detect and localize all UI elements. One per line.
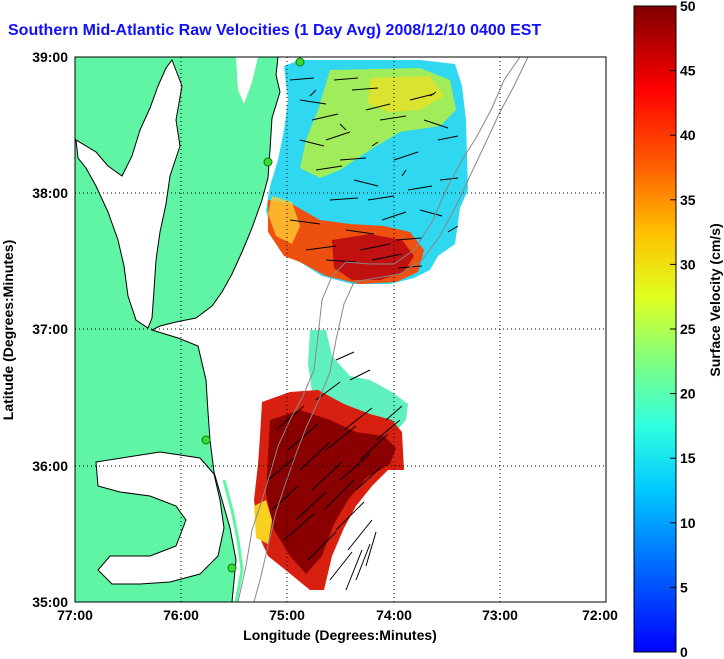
- bathymetry-contour: [237, 57, 521, 602]
- velocity-field-south-core: [266, 410, 396, 574]
- y-axis-label: Latitude (Degrees:Minutes): [0, 240, 16, 420]
- plot-frame: [74, 56, 607, 603]
- radar-station: [201, 435, 211, 445]
- radar-stations: [201, 57, 305, 573]
- colorbar-tick-label: 40: [680, 127, 696, 143]
- colorbar-tick-label: 5: [680, 579, 688, 595]
- colorbar-tick-label: 35: [680, 192, 696, 208]
- map-title: Southern Mid-Atlantic Raw Velocities (1 …: [8, 22, 542, 39]
- colorbar-label: Surface Velocity (cm/s): [707, 223, 723, 376]
- map-grid: [75, 57, 606, 602]
- y-tick-label: 38:00: [32, 185, 68, 201]
- barrier-islands: [222, 479, 244, 602]
- colorbar-tick-label: 45: [680, 63, 696, 79]
- y-axis: 39:00 38:00 37:00 36:00 35:00 Latitude (…: [0, 49, 68, 610]
- radar-station: [295, 57, 305, 67]
- velocity-field-north-edge: [268, 196, 300, 244]
- colorbar-tick-label: 0: [680, 644, 688, 659]
- coastline: [150, 57, 281, 602]
- bay-shoreline: [75, 58, 183, 329]
- colorbar-tick-label: 25: [680, 321, 696, 337]
- y-tick-label: 37:00: [32, 321, 68, 337]
- velocity-field-north-yellow: [368, 76, 444, 112]
- x-tick-label: 74:00: [376, 607, 412, 623]
- colorbar-tick-label: 15: [680, 450, 696, 466]
- x-axis: 77:00 76:00 75:00 74:00 73:00 72:00 Long…: [57, 607, 618, 643]
- sound-shoreline: [95, 451, 225, 585]
- y-tick-label: 39:00: [32, 49, 68, 65]
- delaware-bay: [236, 57, 258, 104]
- y-tick-label: 36:00: [32, 458, 68, 474]
- velocity-vectors-north: [289, 77, 459, 269]
- colorbar-tick-label: 50: [680, 0, 696, 14]
- colorbar: 50 45 40 35 30 25 20 15 10 5 0 Surface V…: [633, 0, 723, 659]
- y-tick-label: 35:00: [32, 594, 68, 610]
- colorbar-tick-label: 30: [680, 256, 696, 272]
- x-tick-label: 76:00: [163, 607, 199, 623]
- radar-station: [263, 157, 273, 167]
- x-axis-label: Longitude (Degrees:Minutes): [243, 627, 437, 643]
- bathymetry-contour-outer: [253, 57, 529, 602]
- colorbar-tick-label: 10: [680, 515, 696, 531]
- x-tick-label: 73:00: [482, 607, 518, 623]
- radar-station: [227, 563, 237, 573]
- pamlico-sound: [96, 452, 224, 584]
- colorbar-tick-label: 20: [680, 386, 696, 402]
- colorbar-gradient: [633, 5, 677, 653]
- x-tick-label: 75:00: [269, 607, 305, 623]
- x-tick-label: 77:00: [57, 607, 93, 623]
- x-tick-label: 72:00: [582, 607, 618, 623]
